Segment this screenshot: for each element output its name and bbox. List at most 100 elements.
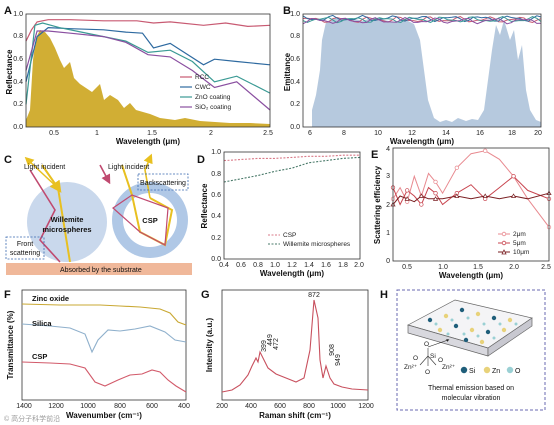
panel-f-ylabel: Transmittance (%) <box>6 310 15 379</box>
panel-c-label: C <box>4 154 12 166</box>
ion-zn2-right: Zn²⁺ <box>442 364 456 371</box>
panel-d-ytick: 0.4 <box>211 213 221 220</box>
legend-cwc: CWC <box>195 84 211 91</box>
panel-e-ytick: 4 <box>386 146 390 153</box>
ion-o-right: O <box>438 357 443 364</box>
legend-willemite: Willemite microspheres <box>283 241 351 248</box>
panel-d-frame <box>223 151 361 260</box>
panel-d-xtick: 2.0 <box>354 262 364 269</box>
panel-e-plot <box>390 148 552 230</box>
panel-h-frame <box>396 289 546 411</box>
label-csp: CSP <box>32 352 47 361</box>
panel-f-xtick: 400 <box>178 403 190 410</box>
panel-f: F Zinc oxide Silica CSP 1400 1200 1000 8… <box>4 289 190 420</box>
panel-a-xtick: 0.5 <box>49 130 59 137</box>
panel-a-solar-spectrum <box>26 30 270 127</box>
panel-e-label: E <box>371 149 378 161</box>
peak-908: 908 <box>329 344 336 356</box>
panel-g-frame <box>221 289 369 401</box>
series-csp <box>21 361 187 393</box>
panel-e-xtick: 2.0 <box>509 264 519 271</box>
panel-a-ylabel: Reflectance <box>5 49 14 94</box>
series-e-2 <box>392 192 550 205</box>
legend-rcc: RCC <box>195 74 209 81</box>
panel-b-xtick: 18 <box>508 130 516 137</box>
legend-2um: 2μm <box>513 231 526 238</box>
watermark: © 高分子科学前沿 <box>4 414 60 423</box>
panel-g-ylabel: Intensity (a.u.) <box>205 318 214 373</box>
panel-e-xtick: 1.0 <box>438 264 448 271</box>
panel-b-yticks: 0.0 0.2 0.4 0.6 0.8 1.0 <box>290 11 300 131</box>
panel-b-ytick: 0.6 <box>290 56 300 63</box>
caption-line-2: molecular vibration <box>442 395 501 402</box>
series-d-0 <box>223 154 360 162</box>
panel-e-ytick: 0 <box>386 258 390 265</box>
panel-d-ylabel: Reflectance <box>200 183 209 228</box>
panel-b-label: B <box>283 5 291 17</box>
marker-e-2 <box>432 196 439 201</box>
panel-d-xlabel: Wavelength (μm) <box>260 269 324 278</box>
raman-spectrum <box>221 299 369 393</box>
peak-949: 949 <box>335 354 342 366</box>
panel-a-xtick: 1.5 <box>147 130 157 137</box>
panel-f-frame <box>21 289 187 401</box>
panel-d-xtick: 0.4 <box>219 262 229 269</box>
panel-b-plot <box>302 14 542 25</box>
panel-g-xticks: 200 400 600 800 1000 1200 <box>216 403 374 410</box>
panel-f-xtick: 1000 <box>80 403 96 410</box>
panel-a-ytick: 0.6 <box>13 56 23 63</box>
panel-e-xtick: 0.5 <box>402 264 412 271</box>
panel-a-xtick: 2.5 <box>263 130 273 137</box>
light-incident-right: Light incident <box>108 164 149 171</box>
substrate <box>6 263 192 275</box>
panel-e-ytick: 1 <box>386 230 390 237</box>
csp-internal-path <box>112 194 169 246</box>
panel-e-ylabel: Scattering efficiency <box>373 165 382 244</box>
panel-b-xtick: 10 <box>374 130 382 137</box>
reflected-ray-left <box>24 156 61 191</box>
front-scattering-box <box>5 236 45 260</box>
series-a-3 <box>25 30 271 111</box>
marker-e-2 <box>418 193 424 198</box>
front-scattering-label-2: scattering <box>10 250 40 257</box>
peak-872: 872 <box>308 292 320 299</box>
panel-a-frame <box>25 13 271 128</box>
panel-g-xtick: 600 <box>274 403 286 410</box>
panel-g-xtick: 1000 <box>330 403 346 410</box>
marker-e-0 <box>433 179 438 185</box>
marker-e-2 <box>454 193 460 198</box>
panel-d-xtick: 0.6 <box>236 262 246 269</box>
panel-d-xtick: 0.8 <box>253 262 263 269</box>
legend-marker-2um <box>501 231 507 237</box>
ion-zn2-left: Zn²⁺ <box>404 364 418 371</box>
panel-b-ytick: 0.0 <box>290 124 300 131</box>
panel-e-xtick: 1.5 <box>473 264 483 271</box>
ion-o-left: O <box>413 355 418 362</box>
panel-a-xtick: 1 <box>95 130 99 137</box>
label-silica: Silica <box>32 319 52 328</box>
caption-line-1: Thermal emission based on <box>428 385 514 392</box>
ion-o-bottom: O <box>425 369 430 376</box>
panel-b-ytick: 0.4 <box>290 79 300 86</box>
panel-d-plot <box>223 154 361 183</box>
incident-ray-left <box>41 164 62 193</box>
panel-b-xlabel: Wavelength (μm) <box>390 137 454 146</box>
backscattering-box <box>137 173 189 191</box>
peak-399: 399 <box>261 340 268 352</box>
panel-f-xlabel: Wavenumber (cm⁻¹) <box>66 411 142 420</box>
panel-e-xticks: 0.5 1.0 1.5 2.0 2.5 <box>402 264 551 271</box>
panel-a-plot <box>25 19 271 111</box>
marker-e-2 <box>510 193 517 198</box>
panel-b-xtick: 14 <box>442 130 450 137</box>
marker-e-2 <box>404 196 410 201</box>
panel-e-yticks: 0 1 2 3 4 <box>386 146 390 265</box>
legend-zn: Zn <box>492 368 500 375</box>
legend-o: O <box>515 368 521 375</box>
panel-d-yticks: 0.0 0.2 0.4 0.6 0.8 1.0 <box>211 149 221 263</box>
panel-d-ytick: 0.8 <box>211 171 221 178</box>
panel-g-label: G <box>201 289 210 301</box>
legend-si-dot <box>460 366 468 374</box>
panel-a: A 0.0 0.2 0.4 0.6 0.8 1.0 0.5 1 1.5 2 2.… <box>4 5 273 146</box>
scatter-path-left <box>29 169 61 263</box>
